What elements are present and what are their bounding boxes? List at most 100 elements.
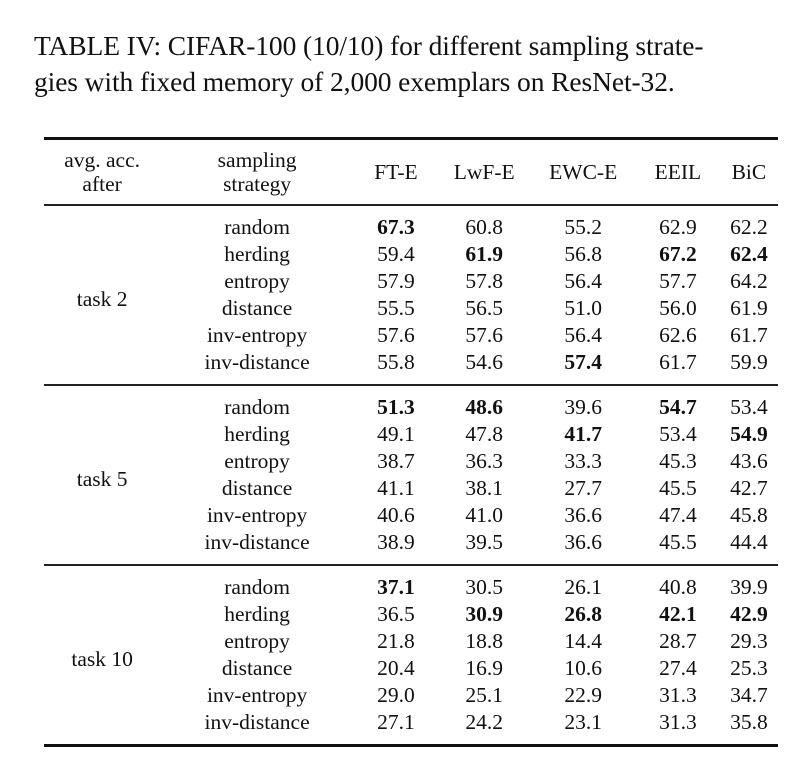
value-cell: 20.4	[377, 656, 415, 680]
table-body: task 2 random 67.3 60.8 55.2 62.9 62.2 herding 5…	[44, 206, 778, 747]
value-cell: 61.9	[465, 242, 503, 266]
value-cell: 10.6	[564, 656, 602, 680]
value-cell: 21.8	[377, 629, 415, 653]
value-cell: 57.4	[564, 350, 602, 374]
value-cell: 51.3	[377, 395, 415, 419]
value-cell: 60.8	[465, 215, 503, 239]
sampling-strategy-cell: herding	[224, 602, 290, 626]
value-cell: 25.3	[730, 656, 768, 680]
task-group: task 5 random 51.3 48.6 39.6 54.7 53.4 herding 4…	[44, 386, 778, 564]
value-cell: 30.9	[465, 602, 503, 626]
value-cell: 27.4	[659, 656, 697, 680]
task-group: task 2 random 67.3 60.8 55.2 62.9 62.2 herding 5…	[44, 206, 778, 384]
value-cell: 53.4	[659, 422, 697, 446]
group-rule	[44, 564, 778, 566]
value-cell: 54.9	[730, 422, 768, 446]
header-text: avg. acc.	[64, 148, 141, 172]
value-cell: 41.0	[465, 503, 503, 527]
value-cell: 26.1	[564, 575, 602, 599]
sampling-strategy-cell: random	[224, 575, 290, 599]
value-cell: 64.2	[730, 269, 768, 293]
table-row: inv-entropy 57.6 57.6 56.4 62.6 61.7	[44, 322, 778, 349]
value-cell: 37.1	[377, 575, 415, 599]
header-bic: BiC	[731, 160, 767, 184]
value-cell: 14.4	[564, 629, 602, 653]
sampling-strategy-cell: inv-distance	[204, 710, 310, 734]
sampling-strategy-cell: inv-distance	[204, 530, 310, 554]
value-cell: 28.7	[659, 629, 697, 653]
value-cell: 36.5	[377, 602, 415, 626]
table-caption: TABLE IV: CIFAR-100 (10/10) for differen…	[34, 28, 794, 100]
sampling-strategy-cell: entropy	[224, 629, 290, 653]
value-cell: 45.8	[730, 503, 768, 527]
value-cell: 53.4	[730, 395, 768, 419]
group-rule	[44, 384, 778, 386]
table-row: entropy 57.9 57.8 56.4 57.7 64.2	[44, 268, 778, 295]
value-cell: 56.8	[564, 242, 602, 266]
value-cell: 61.9	[730, 296, 768, 320]
value-cell: 45.5	[659, 530, 697, 554]
value-cell: 39.6	[564, 395, 602, 419]
value-cell: 33.3	[564, 449, 602, 473]
table-row: entropy 21.8 18.8 14.4 28.7 29.3	[44, 628, 778, 655]
sampling-strategy-cell: inv-entropy	[206, 683, 308, 707]
table-row: herding 36.5 30.9 26.8 42.1 42.9	[44, 601, 778, 628]
task-group: task 10 random 37.1 30.5 26.1 40.8 39.9 herding…	[44, 566, 778, 744]
value-cell: 23.1	[564, 710, 602, 734]
sampling-strategy-cell: distance	[221, 476, 293, 500]
table-row: distance 20.4 16.9 10.6 27.4 25.3	[44, 655, 778, 682]
value-cell: 25.1	[465, 683, 503, 707]
value-cell: 24.2	[465, 710, 503, 734]
value-cell: 67.3	[377, 215, 415, 239]
sampling-strategy-cell: inv-entropy	[206, 323, 308, 347]
value-cell: 67.2	[659, 242, 697, 266]
sampling-strategy-cell: distance	[221, 296, 293, 320]
value-cell: 35.8	[730, 710, 768, 734]
sampling-strategy-cell: herding	[224, 422, 290, 446]
value-cell: 61.7	[730, 323, 768, 347]
sampling-strategy-cell: random	[224, 215, 290, 239]
header-sampling-strategy: sampling strategy	[160, 140, 354, 204]
sampling-strategy-cell: herding	[224, 242, 290, 266]
sampling-strategy-cell: inv-distance	[204, 350, 310, 374]
table-row: herding 59.4 61.9 56.8 67.2 62.4	[44, 241, 778, 268]
value-cell: 29.3	[730, 629, 768, 653]
value-cell: 34.7	[730, 683, 768, 707]
value-cell: 40.6	[377, 503, 415, 527]
bottom-rule	[44, 744, 778, 747]
table-row: task 10 random 37.1 30.5 26.1 40.8 39.9	[44, 566, 778, 671]
value-cell: 45.5	[659, 476, 697, 500]
value-cell: 26.8	[564, 602, 602, 626]
table-row: task 5 random 51.3 48.6 39.6 54.7 53.4	[44, 386, 778, 491]
value-cell: 47.8	[465, 422, 503, 446]
value-cell: 18.8	[465, 629, 503, 653]
value-cell: 57.9	[377, 269, 415, 293]
value-cell: 51.0	[564, 296, 602, 320]
value-cell: 43.6	[730, 449, 768, 473]
table-row: inv-entropy 40.6 41.0 36.6 47.4 45.8	[44, 502, 778, 529]
sampling-strategy-cell: entropy	[224, 449, 290, 473]
task-label: task 10	[71, 646, 133, 671]
value-cell: 57.8	[465, 269, 503, 293]
results-table: avg. acc. after sampling strategy FT-E L…	[44, 137, 778, 747]
value-cell: 31.3	[659, 710, 697, 734]
value-cell: 55.2	[564, 215, 602, 239]
value-cell: 42.1	[659, 602, 697, 626]
top-rule	[44, 137, 778, 140]
table-row: entropy 38.7 36.3 33.3 45.3 43.6	[44, 448, 778, 475]
caption-line-2: gies with fixed memory of 2,000 exemplar…	[34, 66, 675, 97]
value-cell: 56.4	[564, 323, 602, 347]
value-cell: 41.1	[377, 476, 415, 500]
header-text: after	[82, 172, 122, 196]
header-text: sampling	[217, 148, 297, 172]
value-cell: 54.6	[465, 350, 503, 374]
table-row: distance 41.1 38.1 27.7 45.5 42.7	[44, 475, 778, 502]
value-cell: 56.4	[564, 269, 602, 293]
table-row: inv-entropy 29.0 25.1 22.9 31.3 34.7	[44, 682, 778, 709]
value-cell: 42.7	[730, 476, 768, 500]
header-text: strategy	[223, 172, 292, 196]
value-cell: 16.9	[465, 656, 503, 680]
value-cell: 62.4	[730, 242, 768, 266]
value-cell: 47.4	[659, 503, 697, 527]
value-cell: 56.0	[659, 296, 697, 320]
